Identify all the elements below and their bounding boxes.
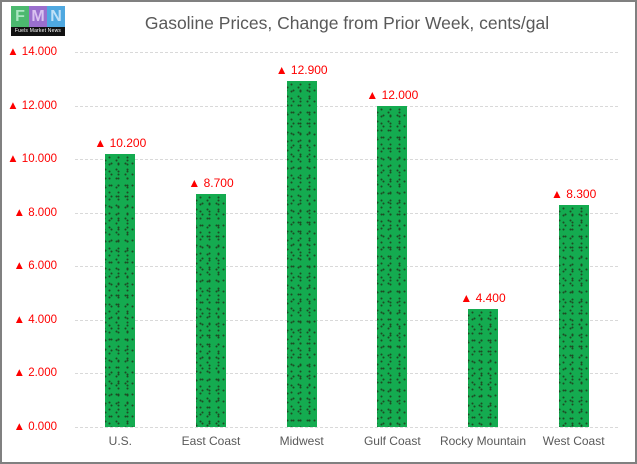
- fuels-market-news-logo: F M N Fuels Market News: [11, 6, 65, 36]
- gridline: [75, 212, 619, 214]
- gridline: [75, 319, 619, 321]
- bar-gulf-coast[interactable]: [377, 105, 408, 427]
- bar-west-coast[interactable]: [558, 204, 589, 427]
- gridline: [75, 52, 619, 53]
- y-axis-tick-label: ▲ 8.000: [13, 206, 57, 219]
- y-axis-tick-label: ▲ 6.000: [13, 260, 57, 273]
- logo-letter-f: F: [11, 6, 29, 27]
- bar-value-label: ▲ 12.000: [366, 87, 419, 102]
- logo-letter-tiles: F M N: [11, 6, 65, 27]
- bar-midwest[interactable]: [286, 81, 317, 427]
- logo-caption: Fuels Market News: [11, 27, 65, 36]
- x-axis-category-label: West Coast: [542, 434, 605, 448]
- bar-value-label: ▲ 12.900: [275, 63, 328, 78]
- x-axis-category-label: Gulf Coast: [363, 434, 421, 448]
- y-axis-tick-label: ▲ 4.000: [13, 313, 57, 326]
- gridline: [75, 427, 619, 428]
- bar-value-label: ▲ 8.300: [551, 186, 597, 201]
- bar-us[interactable]: [105, 153, 136, 427]
- bar-value-label: ▲ 8.700: [188, 175, 234, 190]
- gridline: [75, 373, 619, 375]
- bar-rocky-mountain[interactable]: [468, 309, 498, 427]
- gridline: [75, 105, 619, 107]
- x-axis-category-label: Midwest: [279, 434, 324, 448]
- chart-title: Gasoline Prices, Change from Prior Week,…: [144, 13, 550, 33]
- y-axis-tick-label: ▲ 12.000: [7, 99, 57, 112]
- bar-value-label: ▲ 4.400: [460, 291, 506, 306]
- bar-value-label: ▲ 10.200: [94, 135, 147, 150]
- logo-letter-n: N: [47, 6, 65, 27]
- x-axis-category-label: U.S.: [108, 434, 132, 448]
- plot-area: [75, 52, 619, 428]
- logo-letter-m: M: [29, 6, 47, 27]
- y-axis-tick-label: ▲ 10.000: [7, 153, 57, 166]
- y-axis-tick-label: ▲ 14.000: [7, 46, 57, 58]
- bar-east-coast[interactable]: [196, 193, 226, 427]
- x-axis-category-label: East Coast: [181, 434, 241, 448]
- y-axis-tick-label: ▲ 2.000: [13, 367, 57, 380]
- gridline: [75, 159, 619, 161]
- x-axis-category-label: Rocky Mountain: [439, 434, 527, 448]
- gridline: [75, 266, 619, 268]
- y-axis-tick-label: ▲ 0.000: [13, 421, 57, 433]
